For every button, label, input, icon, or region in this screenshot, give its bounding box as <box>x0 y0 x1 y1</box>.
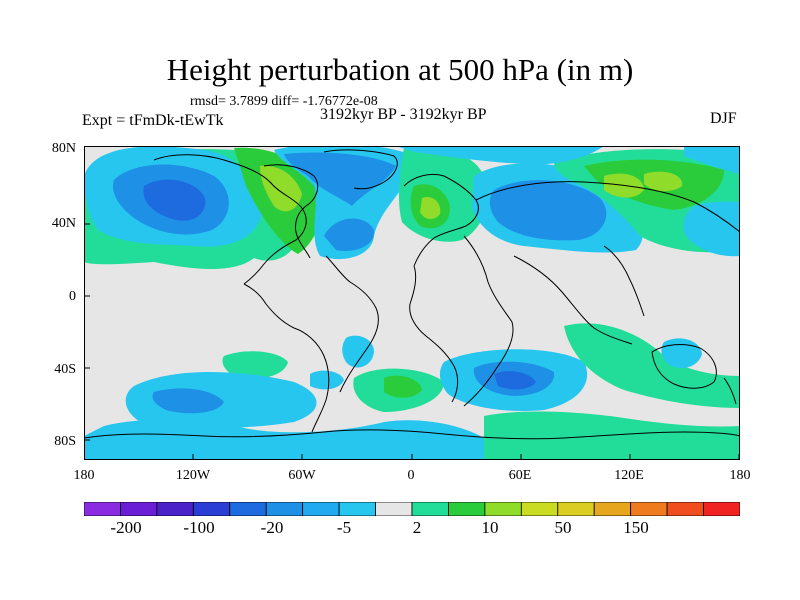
colorbar-swatch <box>593 502 632 516</box>
coastlines <box>84 149 740 440</box>
europe-coast <box>403 173 479 267</box>
colorbar-swatch <box>265 502 304 516</box>
colorbar-swatch <box>666 502 704 516</box>
contour-deepblue-sindian <box>494 371 536 390</box>
contour-map <box>84 146 740 460</box>
south-america-coast <box>243 283 330 433</box>
australia-coast <box>651 344 717 389</box>
hudson-bay-coast <box>263 164 319 259</box>
southern-hemisphere-contours <box>84 323 740 460</box>
lat-label-80n: 80N <box>51 141 76 156</box>
lon-label-180e: 180 <box>729 468 751 483</box>
contour-yellowgreen-patch <box>260 165 302 212</box>
axis-ticks <box>84 146 740 460</box>
colorbar-swatch <box>302 502 340 516</box>
lon-label-120e: 120E <box>614 468 644 483</box>
east-asia-coast <box>603 245 645 317</box>
colorbar-swatch <box>192 502 231 516</box>
period-label: 3192kyr BP - 3192kyr BP <box>320 106 487 123</box>
asia-south-coast <box>513 255 633 345</box>
colorbar-swatch <box>520 502 559 516</box>
contour-green-aus <box>564 323 740 408</box>
contour-lightblue-antarctic <box>84 419 484 460</box>
lat-label-0: 0 <box>69 289 76 304</box>
contour-midblue-spacific <box>152 388 224 414</box>
colorbar-swatch <box>703 502 740 516</box>
season-label: DJF <box>710 110 737 127</box>
lon-label-120w: 120W <box>175 468 211 483</box>
lat-label-40n: 40N <box>51 216 76 231</box>
colorbar-label: 150 <box>623 518 649 537</box>
antarctica-coast <box>84 429 740 440</box>
colorbar-label: -20 <box>260 518 284 537</box>
contour-deepblue-patch <box>143 179 206 221</box>
lat-label-80s: 80S <box>54 434 76 449</box>
contour-midblue-asia <box>489 180 607 241</box>
contour-midblue-atlantic <box>284 152 396 206</box>
lon-label-0: 0 <box>407 468 415 483</box>
colorbar-label: -5 <box>336 518 352 537</box>
contour-yellowgreen-siberia-east <box>644 171 683 192</box>
new-zealand-coast <box>723 377 737 405</box>
contour-yellowgreen-europe <box>420 196 441 220</box>
colorbar-swatch <box>484 502 522 516</box>
colorbar-label: -200 <box>110 518 142 537</box>
contour-lightblue-arctic-east <box>684 146 740 174</box>
contour-midblue-atlantic-south <box>324 218 375 252</box>
colorbar-swatch <box>338 502 376 516</box>
contour-green-antarctic-east <box>484 411 740 460</box>
colorbar-swatch <box>229 502 267 516</box>
contour-lightblue-sa-south <box>310 370 344 390</box>
experiment-label: Expt = tFmDk-tEwTk <box>82 112 224 129</box>
colorbar <box>84 502 740 516</box>
colorbar-swatch <box>156 502 194 516</box>
contour-lightblue-sa <box>342 335 374 368</box>
lat-label-40s: 40S <box>54 362 76 377</box>
contour-lightblue-arctic <box>396 146 604 165</box>
colorbar-swatch <box>557 502 595 516</box>
colorbar-swatch <box>375 502 413 516</box>
colorbar-swatch <box>448 502 486 516</box>
greenland-coast <box>323 149 398 190</box>
colorbar-swatch <box>411 502 449 516</box>
north-america-west-coast <box>153 154 307 285</box>
africa-west-coast <box>409 265 459 403</box>
lon-label-60e: 60E <box>508 468 532 483</box>
contour-green-spacific <box>222 351 288 379</box>
map-title: Height perturbation at 500 hPa (in m) <box>166 52 634 87</box>
lon-label-60w: 60W <box>288 468 316 483</box>
colorbar-label: 2 <box>412 518 422 537</box>
colorbar-swatch <box>120 502 158 516</box>
south-america-east-coast <box>325 255 379 393</box>
asia-north-coast <box>475 181 740 233</box>
contour-lightblue-npacific <box>683 201 740 257</box>
colorbar-swatch <box>630 502 668 516</box>
colorbar-label: 10 <box>481 518 499 537</box>
colorbar-label: -100 <box>183 518 215 537</box>
northern-hemisphere-contours <box>84 146 740 269</box>
lon-label-180w: 180 <box>73 468 95 483</box>
colorbar-label: 50 <box>554 518 572 537</box>
colorbar-swatch <box>84 502 121 516</box>
africa-east-coast <box>463 235 514 407</box>
contour-darkgreen-satlantic <box>384 375 422 398</box>
stats-label: rmsd= 3.7899 diff= -1.76772e-08 <box>190 94 378 109</box>
